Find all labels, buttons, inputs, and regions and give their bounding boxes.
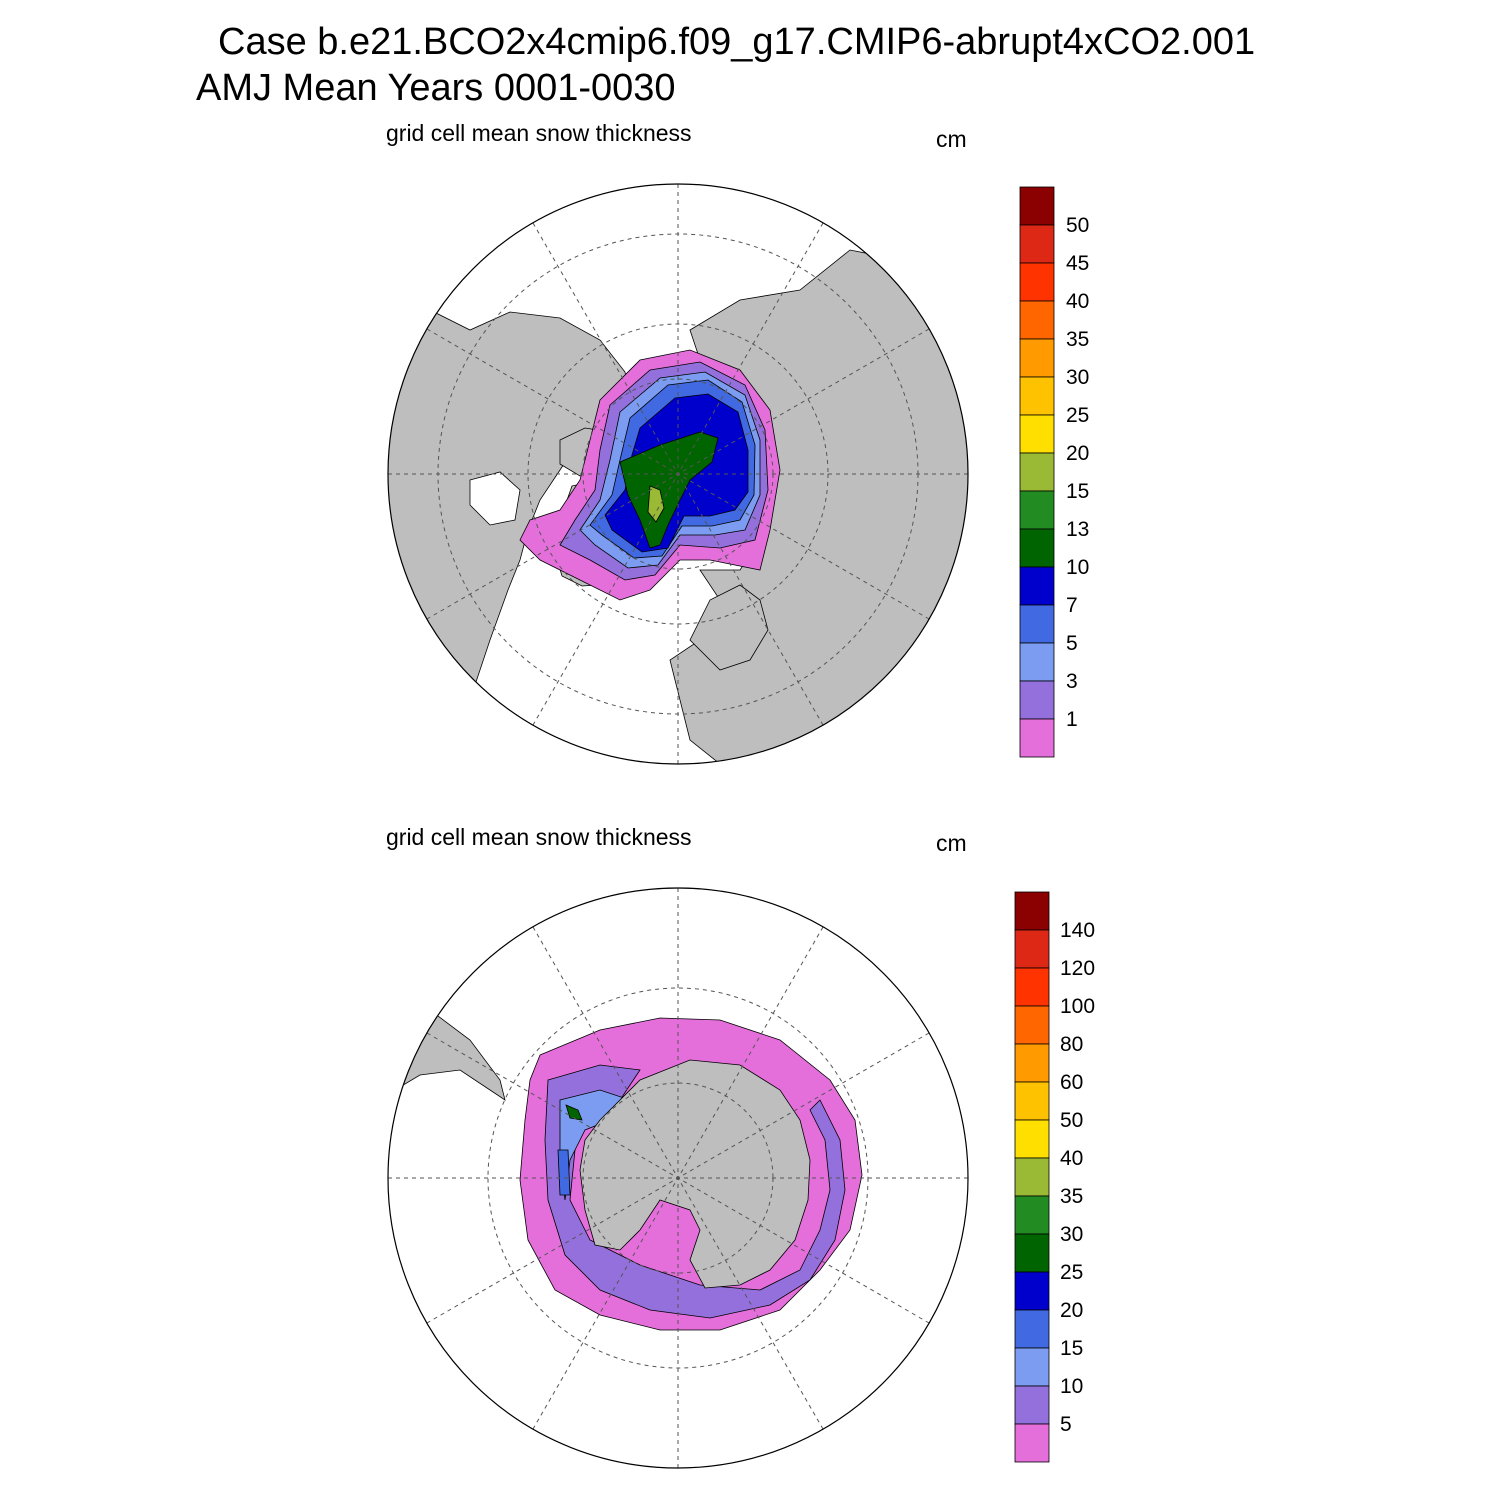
colorbar-box — [1014, 1423, 1050, 1463]
colorbar-tick-label: 20 — [1066, 442, 1089, 465]
north-graticule — [388, 184, 968, 764]
colorbar-box — [1014, 891, 1050, 931]
colorbar-box — [1019, 414, 1055, 454]
colorbar-tick-label: 50 — [1060, 1109, 1083, 1132]
colorbar-tick-label: 25 — [1060, 1261, 1083, 1284]
colorbar-tick-label: 45 — [1066, 252, 1089, 275]
colorbar-tick-label: 25 — [1066, 404, 1089, 427]
colorbar-tick-label: 7 — [1066, 594, 1078, 617]
colorbar-box — [1019, 224, 1055, 264]
north-snow-band-20cm — [647, 485, 665, 523]
colorbar-tick-label: 60 — [1060, 1071, 1083, 1094]
colorbar-box — [1014, 929, 1050, 969]
colorbar-tick-label: 40 — [1066, 290, 1089, 313]
south-graticule — [388, 888, 968, 1468]
north-units-label: cm — [936, 126, 967, 152]
colorbar-box — [1019, 338, 1055, 378]
figure-title-period: AMJ Mean Years 0001-0030 — [196, 67, 676, 109]
north-land-hudson-bay — [469, 471, 521, 526]
colorbar-box — [1019, 642, 1055, 682]
colorbar-box — [1019, 186, 1055, 226]
colorbar-box — [1019, 528, 1055, 568]
colorbar-tick-label: 30 — [1066, 366, 1089, 389]
colorbar-box — [1019, 566, 1055, 606]
colorbar-tick-label: 5 — [1066, 632, 1078, 655]
south-snow-band-30cm — [565, 1104, 583, 1121]
south-map-boundary — [387, 887, 969, 1469]
south-snow-band-20cm — [557, 1149, 571, 1196]
figure-title-case: Case b.e21.BCO2x4cmip6.f09_g17.CMIP6-abr… — [218, 21, 1256, 63]
colorbar-box — [1019, 262, 1055, 302]
south-polar-map — [387, 887, 969, 1469]
colorbar-tick-label: 5 — [1060, 1413, 1072, 1436]
colorbar-box — [1014, 1195, 1050, 1235]
colorbar-box — [1014, 1005, 1050, 1045]
colorbar-box — [1014, 1081, 1050, 1121]
south-units-label: cm — [936, 830, 967, 856]
north-map-boundary — [387, 183, 969, 765]
colorbar-box — [1014, 1347, 1050, 1387]
colorbar-box — [1019, 680, 1055, 720]
colorbar-tick-label: 35 — [1066, 328, 1089, 351]
colorbar-tick-label: 15 — [1060, 1337, 1083, 1360]
colorbar-box — [1019, 490, 1055, 530]
south-panel-title: grid cell mean snow thickness — [386, 824, 692, 850]
colorbar-box — [1014, 1119, 1050, 1159]
colorbar-box — [1014, 1233, 1050, 1273]
colorbar-tick-label: 15 — [1066, 480, 1089, 503]
colorbar-tick-label: 50 — [1066, 214, 1089, 237]
north-snow-band-13cm — [619, 431, 719, 549]
colorbar-box — [1019, 452, 1055, 492]
colorbar-box — [1019, 376, 1055, 416]
colorbar-box — [1014, 1309, 1050, 1349]
colorbar-box — [1019, 718, 1055, 758]
colorbar-box — [1019, 604, 1055, 644]
south-colorbar: 5 10 15 20 25 30 35 40 50 60 80 100 120 140 — [1014, 891, 1095, 1463]
colorbar-box — [1014, 1271, 1050, 1311]
colorbar-box — [1014, 1157, 1050, 1197]
colorbar-tick-label: 100 — [1060, 995, 1095, 1018]
colorbar-tick-label: 3 — [1066, 670, 1078, 693]
south-land-antarctica — [579, 1059, 811, 1289]
colorbar-box — [1014, 1385, 1050, 1425]
colorbar-tick-label: 20 — [1060, 1299, 1083, 1322]
colorbar-box — [1014, 967, 1050, 1007]
north-polar-map — [387, 183, 969, 765]
colorbar-tick-label: 10 — [1060, 1375, 1083, 1398]
colorbar-box — [1014, 1043, 1050, 1083]
colorbar-tick-label: 40 — [1060, 1147, 1083, 1170]
colorbar-tick-label: 1 — [1066, 708, 1078, 731]
colorbar-tick-label: 10 — [1066, 556, 1089, 579]
colorbar-tick-label: 30 — [1060, 1223, 1083, 1246]
north-panel-title: grid cell mean snow thickness — [386, 120, 692, 146]
colorbar-tick-label: 35 — [1060, 1185, 1083, 1208]
colorbar-tick-label: 13 — [1066, 518, 1089, 541]
colorbar-tick-label: 120 — [1060, 957, 1095, 980]
colorbar-box — [1019, 300, 1055, 340]
colorbar-tick-label: 140 — [1060, 919, 1095, 942]
colorbar-tick-label: 80 — [1060, 1033, 1083, 1056]
